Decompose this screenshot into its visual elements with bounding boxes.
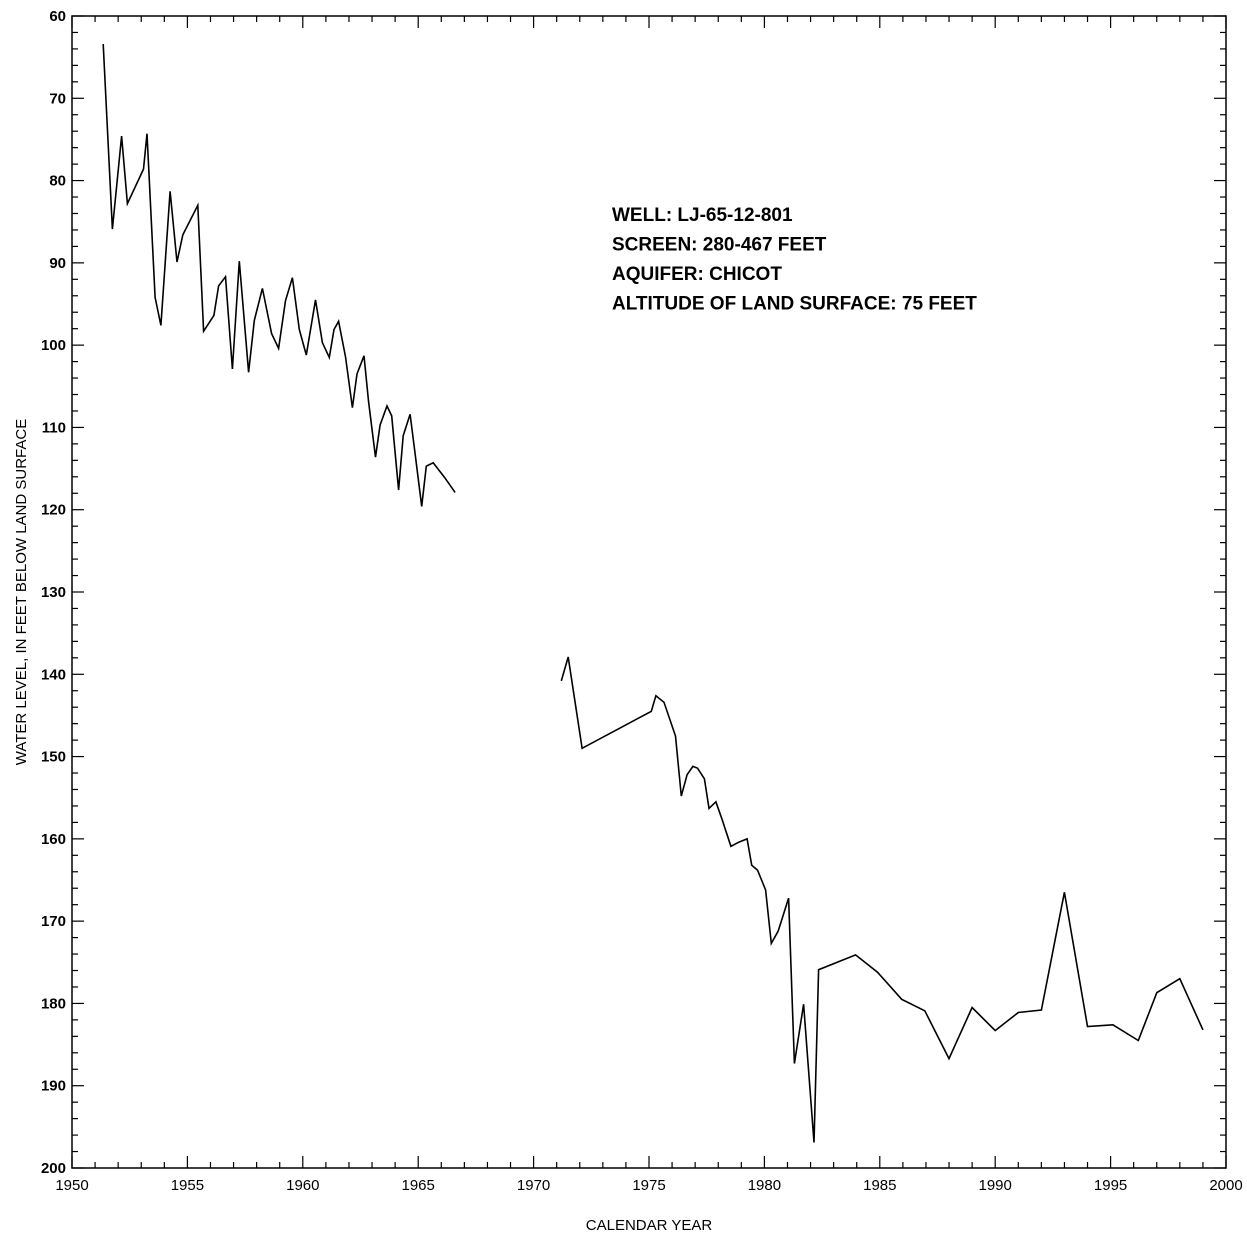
tick-labels: 1950 1955 1960 1965 1970 1975 1980 1985 1990 1995… xyxy=(41,8,1243,1194)
y-tick-label: 130 xyxy=(41,584,66,601)
annotation-line: WELL: LJ-65-12-801 xyxy=(612,205,793,226)
series-line-1 xyxy=(102,43,456,507)
x-tick-label: 1995 xyxy=(1094,1177,1127,1194)
y-tick-label: 110 xyxy=(42,419,66,436)
y-tick-label: 160 xyxy=(41,831,66,848)
x-tick-label: 1990 xyxy=(979,1177,1012,1194)
y-tick-label: 120 xyxy=(41,502,66,519)
y-tick-label: 180 xyxy=(41,995,66,1012)
y-tick-label: 200 xyxy=(41,1160,66,1177)
well-annotations: WELL: LJ-65-12-801 SCREEN: 280-467 FEET AQ… xyxy=(612,205,977,315)
series-lines xyxy=(102,43,1204,1143)
x-tick-label: 1965 xyxy=(402,1177,435,1194)
x-tick-label: 2000 xyxy=(1209,1177,1242,1194)
annotation-line: ALTITUDE OF LAND SURFACE: 75 FEET xyxy=(612,294,977,315)
y-tick-label: 140 xyxy=(41,666,66,683)
y-tick-label: 190 xyxy=(41,1078,66,1095)
y-tick-label: 90 xyxy=(49,255,66,272)
y-tick-label: 170 xyxy=(41,913,66,930)
x-tick-label: 1980 xyxy=(748,1177,781,1194)
series-line-2 xyxy=(560,656,1204,1143)
annotation-line: AQUIFER: CHICOT xyxy=(612,264,782,285)
y-tick-label: 80 xyxy=(49,173,66,190)
y-tick-label: 100 xyxy=(41,337,66,354)
x-tick-label: 1970 xyxy=(517,1177,550,1194)
x-tick-label: 1985 xyxy=(863,1177,896,1194)
annotation-line: SCREEN: 280-467 FEET xyxy=(612,235,827,256)
x-tick-label: 1975 xyxy=(632,1177,665,1194)
y-tick-label: 150 xyxy=(41,749,66,766)
y-tick-label: 70 xyxy=(49,90,66,107)
axis-ticks xyxy=(71,15,1227,1169)
plot-frame xyxy=(71,15,1227,1169)
y-axis-title: WATER LEVEL, IN FEET BELOW LAND SURFACE xyxy=(13,419,30,765)
x-tick-label: 1960 xyxy=(286,1177,319,1194)
x-tick-label: 1955 xyxy=(171,1177,204,1194)
x-axis-title: CALENDAR YEAR xyxy=(586,1217,713,1234)
y-tick-label: 60 xyxy=(49,8,66,25)
x-tick-label: 1950 xyxy=(55,1177,88,1194)
